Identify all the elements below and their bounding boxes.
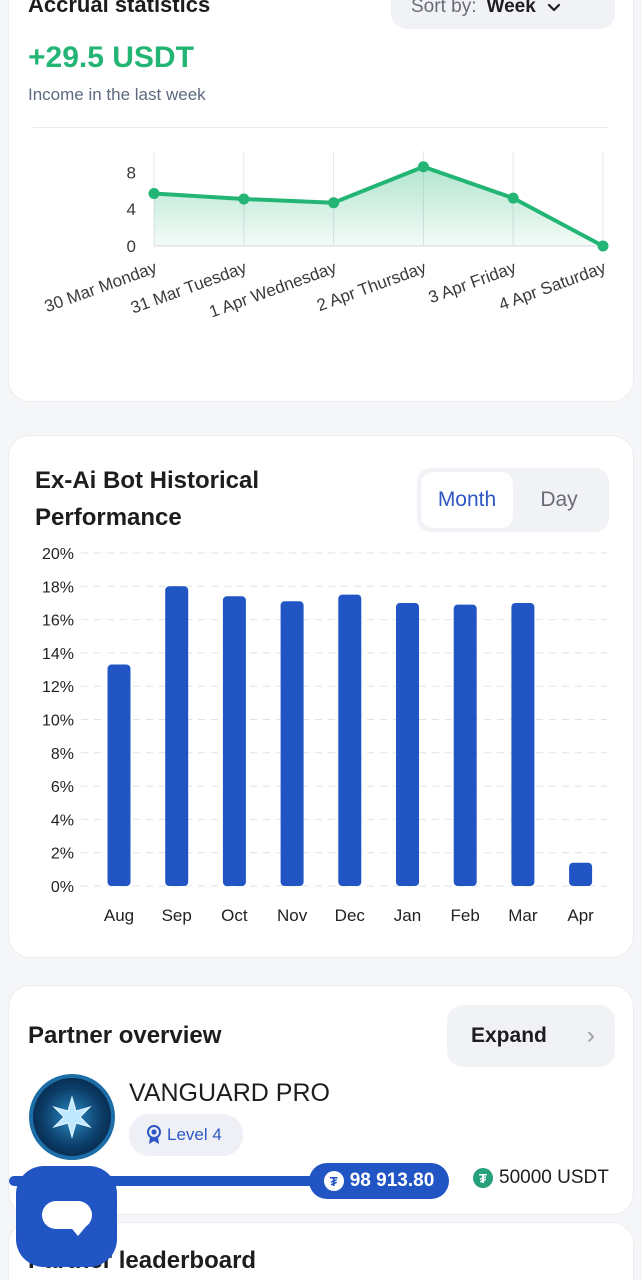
bar	[280, 601, 304, 886]
bar	[222, 596, 246, 886]
income-subtitle: Income in the last week	[28, 85, 206, 104]
x-tick-label: Sep	[162, 906, 192, 925]
income-value: +29.5 USDT	[28, 41, 194, 74]
expand-button[interactable]: Expand ›	[447, 1005, 615, 1067]
star-icon	[52, 1095, 92, 1139]
x-tick-label: Apr	[567, 906, 594, 925]
chat-icon-tail	[68, 1224, 88, 1236]
current-amount: 98 913.80	[349, 1170, 435, 1191]
chevron-down-icon	[547, 3, 560, 12]
accrual-card: Accrual statistics Sort by: Week +29.5 U…	[8, 0, 634, 402]
target-amount: ₮ 50000 USDT	[473, 1167, 609, 1189]
y-tick-label: 4	[127, 200, 136, 219]
performance-title: Ex-Ai Bot Historical Performance	[35, 467, 260, 531]
x-tick-label: Nov	[277, 906, 308, 925]
divider	[33, 127, 609, 128]
y-tick-label: 0	[127, 237, 136, 256]
bar	[453, 604, 477, 886]
y-tick-label: 8	[127, 163, 136, 182]
y-tick-label: 20%	[42, 546, 74, 563]
performance-card: Ex-Ai Bot Historical Performance Month D…	[8, 435, 634, 958]
bar	[569, 862, 593, 886]
y-tick-label: 10%	[42, 713, 74, 730]
y-tick-label: 4%	[51, 812, 74, 829]
performance-bar-chart: 0% 2% 4% 6% 8% 10% 12% 14% 16% 18% 20% Aug Sep Oct Nov…	[42, 546, 607, 925]
data-point	[417, 161, 429, 173]
sort-value: Week	[486, 0, 536, 17]
partner-progress-bar	[9, 1176, 319, 1186]
data-point	[238, 193, 250, 205]
y-tick-label: 2%	[51, 846, 74, 863]
data-point	[148, 187, 160, 199]
y-tick-label: 14%	[42, 646, 74, 663]
expand-label: Expand	[471, 1024, 547, 1047]
medal-icon	[147, 1125, 161, 1144]
y-tick-label: 0%	[51, 879, 74, 896]
target-amount-value: 50000 USDT	[499, 1167, 609, 1188]
data-point	[328, 197, 340, 209]
sort-dropdown[interactable]: Sort by: Week	[391, 0, 615, 29]
tether-icon: ₮	[323, 1171, 344, 1191]
bar	[396, 602, 419, 886]
y-tick-label: 8%	[51, 746, 74, 763]
y-tick-label: 18%	[42, 579, 74, 596]
tab-month[interactable]: Month	[421, 472, 513, 528]
bar	[338, 594, 362, 886]
level-label: Level 4	[167, 1125, 222, 1144]
y-tick-label: 12%	[42, 679, 74, 696]
current-amount-pill: ₮ 98 913.80	[309, 1163, 449, 1199]
rank-name: VANGUARD PRO	[129, 1079, 330, 1107]
bar	[165, 586, 189, 886]
partner-card: Partner overview Expand › VANGUARD PRO L…	[8, 985, 634, 1215]
data-point	[507, 192, 519, 204]
bar	[107, 664, 131, 886]
period-toggle: Month Day	[417, 468, 609, 532]
x-tick-label: Jan	[394, 906, 421, 925]
y-tick-label: 16%	[42, 613, 74, 630]
sort-label: Sort by:	[411, 0, 477, 17]
x-tick-label: Aug	[104, 906, 134, 925]
level-badge: Level 4	[129, 1114, 243, 1156]
partner-title: Partner overview	[28, 1022, 222, 1049]
tether-icon: ₮	[473, 1168, 493, 1188]
x-tick-label: Feb	[451, 906, 480, 925]
chevron-right-icon: ›	[586, 1022, 595, 1049]
rank-avatar	[29, 1074, 115, 1160]
chat-button[interactable]	[16, 1166, 117, 1267]
y-tick-label: 6%	[51, 779, 74, 796]
area-fill	[154, 166, 603, 246]
bar	[511, 602, 535, 886]
x-tick-label: Mar	[508, 906, 538, 925]
tab-day[interactable]: Day	[540, 488, 578, 511]
x-tick-label: Oct	[221, 906, 248, 925]
x-tick-label: Dec	[335, 906, 366, 925]
series-line	[153, 164, 604, 248]
accrual-title: Accrual statistics	[28, 0, 211, 17]
data-point	[597, 240, 609, 252]
